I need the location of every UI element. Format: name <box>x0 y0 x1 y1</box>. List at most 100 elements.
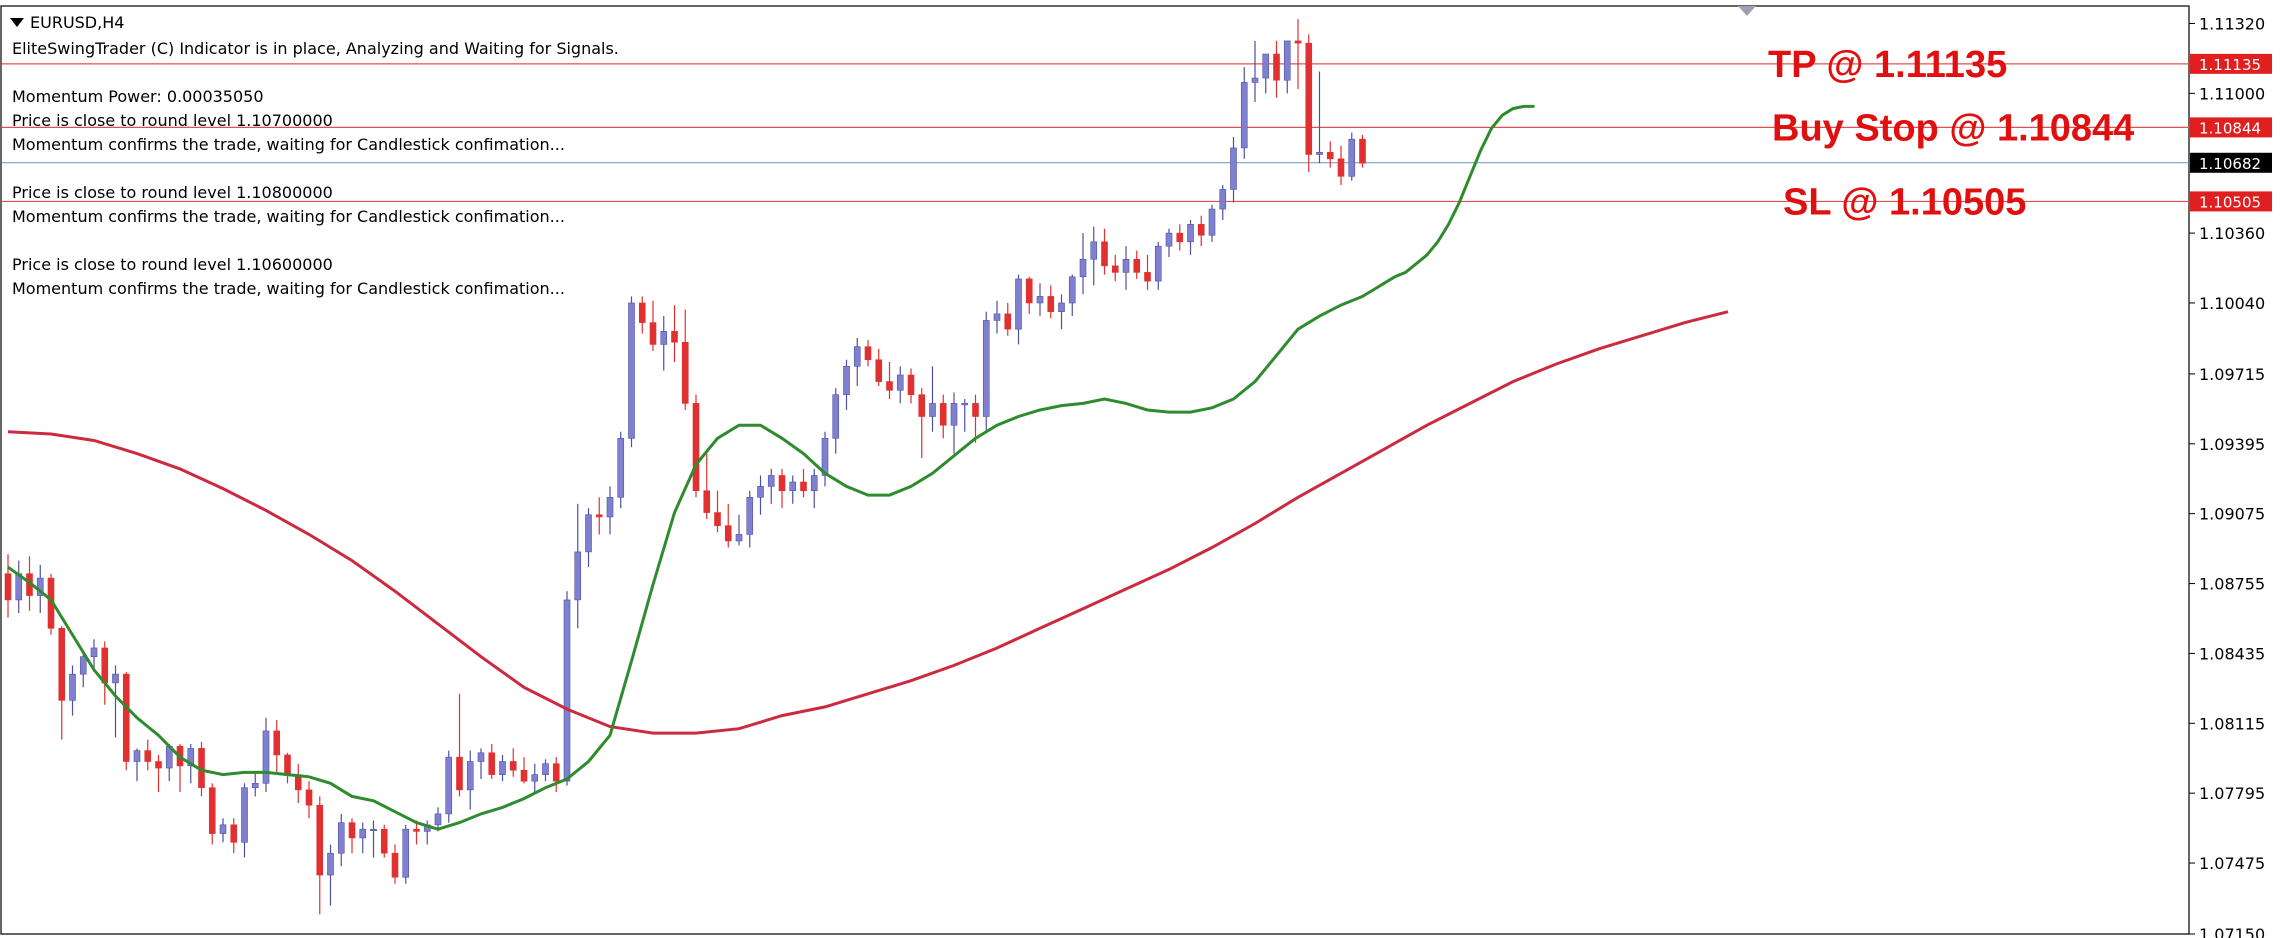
candle <box>789 475 797 504</box>
price-tag-tp: 1.11135 <box>2190 53 2272 74</box>
candle <box>1187 219 1194 255</box>
candle <box>1058 294 1065 330</box>
price-tag-box <box>2190 191 2272 212</box>
candle <box>972 394 979 443</box>
price-tag-text: 1.10505 <box>2199 193 2261 211</box>
candle-body <box>359 828 367 839</box>
candle-body <box>1144 272 1151 282</box>
candle <box>359 822 367 854</box>
price-tag-buy-stop: 1.10844 <box>2190 117 2272 138</box>
candle-body <box>1316 151 1323 155</box>
candle <box>606 486 614 535</box>
level-labels: TP @ 1.11135 Buy Stop @ 1.10844 SL @ 1.105… <box>1768 44 2134 224</box>
level-lines <box>2 63 2189 203</box>
candle <box>488 744 496 779</box>
candle <box>1240 67 1248 159</box>
candle <box>1144 254 1151 290</box>
candle-body <box>703 490 711 513</box>
candle <box>552 757 560 793</box>
candle-body <box>585 514 592 553</box>
candle-body <box>681 341 689 404</box>
candle <box>155 754 162 793</box>
candle <box>1004 302 1012 336</box>
candle <box>1348 132 1356 181</box>
candle <box>477 748 485 779</box>
candle <box>1294 19 1302 89</box>
y-tick-label: 1.10360 <box>2199 224 2265 243</box>
y-tick-label: 1.07795 <box>2199 784 2265 803</box>
candle-body <box>595 514 603 518</box>
candle <box>1036 283 1044 317</box>
candle <box>692 394 700 498</box>
candles <box>4 19 1366 915</box>
price-axis[interactable]: 1.11320 1.11000 1.10360 1.10040 1.09715 1.093… <box>2189 14 2265 938</box>
candle-body <box>531 774 539 782</box>
candle-body <box>488 752 496 775</box>
candle <box>1101 228 1108 275</box>
candle-body <box>961 403 969 406</box>
candle <box>778 468 786 509</box>
candle <box>853 337 861 386</box>
candle <box>69 665 76 716</box>
candle <box>628 296 635 448</box>
candle-body <box>918 394 926 417</box>
candle <box>466 750 474 810</box>
candle-body <box>628 302 635 439</box>
candle-body <box>1058 302 1065 312</box>
candle-body <box>1047 296 1055 312</box>
candle-body <box>1197 224 1205 236</box>
candle-body <box>724 525 732 542</box>
candle <box>499 754 506 782</box>
candle-body <box>4 573 12 601</box>
candle <box>1326 141 1334 168</box>
candle-body <box>1025 278 1033 304</box>
candle <box>1283 40 1291 94</box>
candle <box>1047 285 1055 319</box>
candle <box>800 468 807 498</box>
y-tick-label: 1.10040 <box>2199 294 2265 313</box>
candle <box>585 508 592 568</box>
candle <box>144 739 152 771</box>
candle <box>413 820 420 845</box>
candle-body <box>896 374 904 391</box>
candle <box>445 750 453 823</box>
candle <box>832 388 840 454</box>
candle-body <box>1090 241 1098 260</box>
candle <box>703 453 711 520</box>
candle <box>671 305 678 362</box>
y-tick-label: 1.08755 <box>2199 575 2265 594</box>
candle-body <box>1036 296 1044 304</box>
candle-body <box>284 754 291 775</box>
candle-body <box>499 761 506 775</box>
candle <box>90 639 98 672</box>
slow-moving-average <box>7 310 1729 735</box>
price-tag-box <box>2190 117 2272 138</box>
price-tag-text: 1.10682 <box>2199 155 2261 173</box>
candle-body <box>1015 278 1022 330</box>
candle-body <box>832 394 840 439</box>
price-tag-box <box>2190 53 2272 74</box>
y-tick-label: 1.07475 <box>2199 854 2265 873</box>
candle <box>617 431 625 509</box>
candle <box>251 772 259 797</box>
price-tag-text: 1.11135 <box>2199 56 2261 74</box>
candle-body <box>122 673 130 762</box>
candle <box>391 844 399 884</box>
collapse-arrow-icon[interactable] <box>10 18 24 27</box>
level-label-tp: TP @ 1.11135 <box>1768 44 2007 86</box>
price-tags: 1.11135 1.10844 1.10682 1.10505 <box>2190 53 2272 212</box>
candle-body <box>337 822 345 854</box>
candle-body <box>1219 189 1227 210</box>
price-tag-text: 1.10844 <box>2199 119 2261 137</box>
shift-marker-icon[interactable] <box>1738 6 1756 16</box>
candle <box>112 665 119 738</box>
candle-body <box>606 496 614 518</box>
candle <box>918 388 926 458</box>
candle-body <box>638 302 646 323</box>
candle-body <box>843 365 850 395</box>
candle-body <box>208 787 216 834</box>
candle-body <box>1165 232 1173 247</box>
candle <box>1219 185 1227 220</box>
candle <box>574 503 582 629</box>
